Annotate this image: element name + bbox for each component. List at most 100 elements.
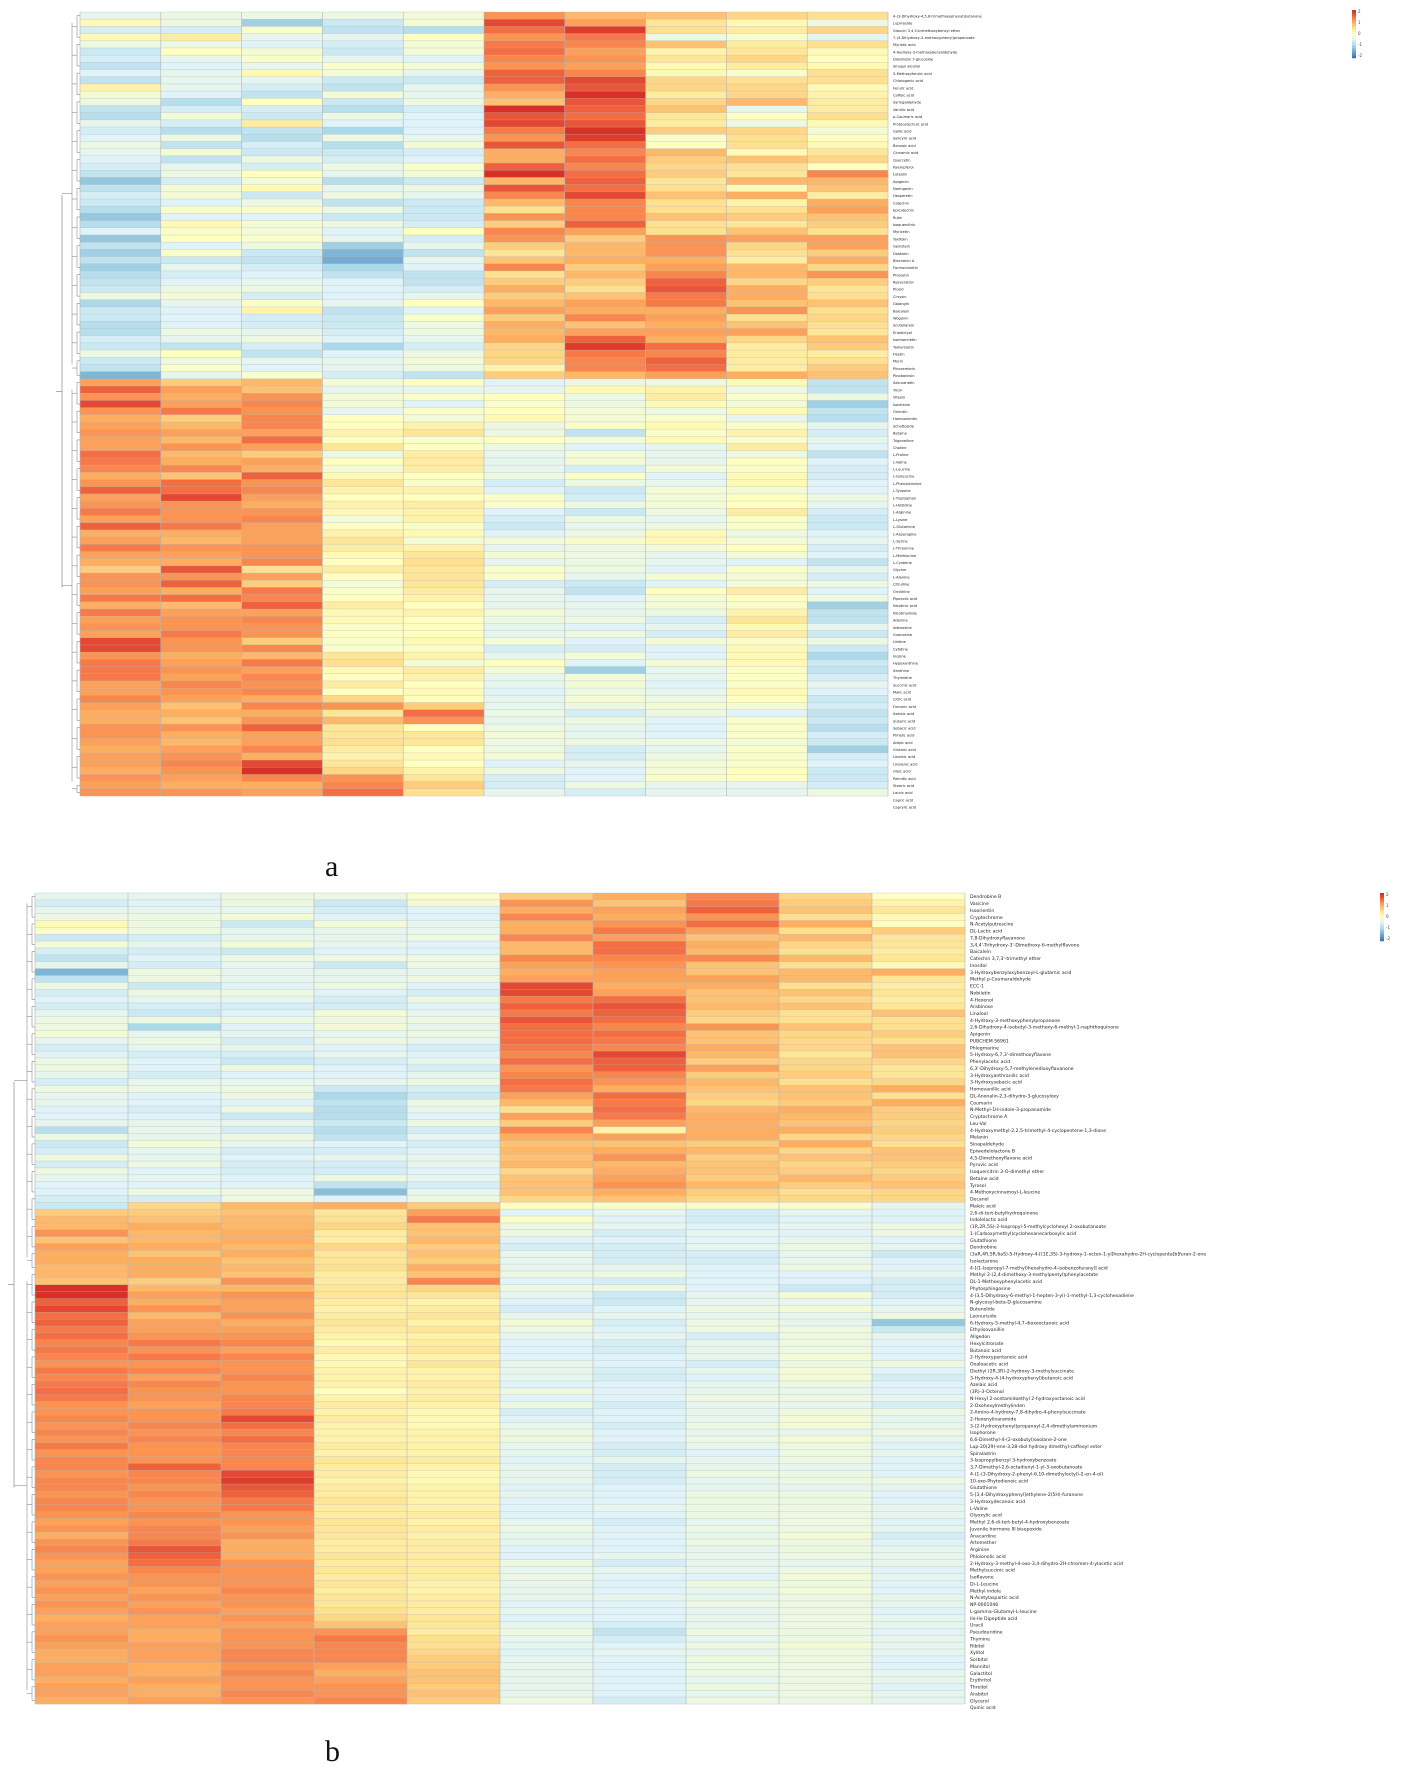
- panel-a-row-label: Vanillic acid: [893, 108, 914, 112]
- panel-a-row-label: Guanosine: [893, 633, 913, 637]
- panel-a-heatmap-cell: [403, 314, 485, 322]
- panel-b-heatmap-cell: [779, 989, 873, 997]
- panel-b-heatmap-cell: [314, 1635, 408, 1643]
- panel-a-heatmap-cell: [726, 270, 808, 279]
- panel-a-heatmap-cell: [322, 285, 404, 293]
- panel-b-heatmap-cell: [407, 1092, 501, 1100]
- panel-b-heatmap-cell: [500, 1429, 594, 1437]
- panel-a-row-label: Sebacic acid: [893, 726, 916, 730]
- panel-a-heatmap-cell: [807, 738, 889, 746]
- panel-b-heatmap-cell: [779, 1291, 873, 1299]
- panel-a-row-label: Apigenin: [893, 180, 909, 184]
- panel-b-heatmap-cell: [500, 1539, 594, 1547]
- panel-a-heatmap-cell: [807, 357, 889, 365]
- panel-a-heatmap-cell: [726, 242, 808, 250]
- panel-b-heatmap-cell: [872, 1325, 966, 1334]
- panel-a-row-label: L-Cysteine: [893, 561, 913, 565]
- panel-b-heatmap-cell: [128, 1298, 222, 1306]
- panel-a-heatmap-cell: [160, 199, 242, 207]
- panel-b-heatmap-cell: [407, 968, 501, 976]
- panel-b-heatmap-cell: [221, 1236, 315, 1244]
- panel-a-heatmap-cell: [160, 630, 242, 638]
- panel-a-heatmap-cell: [403, 486, 485, 495]
- panel-a-row-label: Suberic acid: [893, 719, 915, 723]
- panel-b-heatmap-cell: [128, 1580, 222, 1588]
- panel-a-heatmap-cell: [726, 594, 808, 602]
- panel-b-heatmap-cell: [686, 968, 780, 976]
- panel-b-row-label: 3-Hydroxybenzyloxybenzoyl-L-glutamic aci…: [970, 970, 1071, 976]
- panel-a-heatmap-cell: [564, 170, 646, 178]
- panel-b-heatmap-cell: [128, 1545, 222, 1553]
- panel-a-heatmap-cell: [241, 688, 323, 696]
- panel-b-row-label: Sorbitol: [970, 1657, 988, 1663]
- panel-b-heatmap-cell: [128, 1635, 222, 1643]
- panel-b-heatmap-cell: [872, 1415, 966, 1423]
- panel-b-row-label: 6,6-Dimethyl-4-(2-oxobutyl)oxolane-2-one: [970, 1437, 1067, 1443]
- panel-b-heatmap-cell: [686, 1607, 780, 1615]
- panel-b-heatmap-cell: [779, 1628, 873, 1636]
- panel-a-heatmap-cell: [241, 493, 323, 502]
- panel-a-heatmap-cell: [241, 673, 323, 682]
- panel-a-heatmap-cell: [241, 285, 323, 293]
- panel-b-heatmap-cell: [779, 1064, 873, 1072]
- panel-b-heatmap-cell: [686, 1587, 780, 1595]
- panel-b-heatmap-cell: [314, 1181, 408, 1189]
- panel-b-heatmap-cell: [593, 1332, 687, 1340]
- panel-a-heatmap-cell: [80, 134, 161, 142]
- panel-a-heatmap-cell: [80, 738, 161, 746]
- panel-b-heatmap-cell: [314, 1669, 408, 1677]
- panel-a-heatmap-cell: [564, 558, 646, 567]
- panel-b-heatmap-cell: [779, 1298, 873, 1306]
- panel-b-heatmap-cell: [779, 1016, 873, 1024]
- panel-b-heatmap-cell: [500, 1216, 594, 1224]
- panel-b-heatmap-cell: [500, 1415, 594, 1423]
- panel-a-heatmap-cell: [564, 234, 646, 243]
- panel-a-heatmap-cell: [484, 659, 565, 667]
- panel-a-row-label: Sakuranetin: [893, 381, 915, 385]
- panel-b-heatmap-cell: [128, 1044, 222, 1052]
- panel-a-row-label: Nicotinamide: [893, 611, 918, 615]
- panel-a-heatmap-cell: [645, 414, 727, 423]
- panel-a-heatmap-cell: [322, 537, 404, 545]
- panel-b-heatmap-cell: [35, 1580, 129, 1588]
- panel-a-heatmap-cell: [484, 414, 565, 423]
- panel-a-heatmap-cell: [645, 760, 727, 768]
- panel-a-heatmap-cell: [726, 306, 808, 315]
- panel-b-heatmap-cell: [872, 975, 966, 983]
- panel-a-heatmap-cell: [241, 436, 323, 444]
- panel-b-heatmap-cell: [686, 1085, 780, 1093]
- panel-a-heatmap-cell: [645, 580, 727, 588]
- panel-a-heatmap-cell: [564, 112, 646, 121]
- panel-b-heatmap-cell: [407, 1628, 501, 1636]
- panel-a-heatmap-cell: [80, 357, 161, 365]
- panel-a-heatmap-cell: [484, 357, 565, 365]
- panel-a-heatmap-cell: [241, 479, 323, 487]
- panel-a-heatmap-cell: [403, 62, 485, 70]
- panel-b-heatmap-cell: [779, 1539, 873, 1547]
- panel-a-heatmap-cell: [403, 608, 485, 617]
- panel-b-row-label: 6-Hydroxy-5-methyl-4,7-dioxooctanoic aci…: [970, 1320, 1069, 1326]
- panel-b-heatmap-cell: [779, 906, 873, 914]
- panel-a-heatmap-cell: [80, 537, 161, 545]
- panel-a-heatmap-cell: [322, 688, 404, 696]
- panel-a-heatmap-cell: [322, 573, 404, 581]
- panel-b-heatmap-cell: [872, 1662, 966, 1670]
- panel-a-heatmap-cell: [403, 371, 485, 380]
- panel-b-heatmap-cell: [686, 1353, 780, 1361]
- panel-b-heatmap-cell: [779, 1346, 873, 1354]
- panel-a-heatmap-cell: [160, 335, 242, 344]
- panel-a-heatmap-cell: [564, 242, 646, 250]
- panel-a-heatmap-cell: [241, 55, 323, 63]
- panel-a-row-label: Catechin: [893, 201, 909, 205]
- panel-b-heatmap-cell: [221, 1649, 315, 1657]
- panel-b-heatmap-cell: [500, 906, 594, 914]
- panel-a-heatmap-cell: [403, 594, 485, 602]
- panel-a-heatmap-cell: [726, 457, 808, 466]
- panel-b-heatmap-cell: [686, 1092, 780, 1100]
- panel-b-heatmap-cell: [314, 954, 408, 962]
- panel-b-heatmap-cell: [128, 1415, 222, 1423]
- panel-b-heatmap-cell: [407, 1140, 501, 1148]
- panel-a-row-label: Salicylic acid: [893, 137, 916, 141]
- panel-a-row-label: Xanthine: [893, 669, 910, 673]
- panel-a-heatmap-cell: [241, 148, 323, 157]
